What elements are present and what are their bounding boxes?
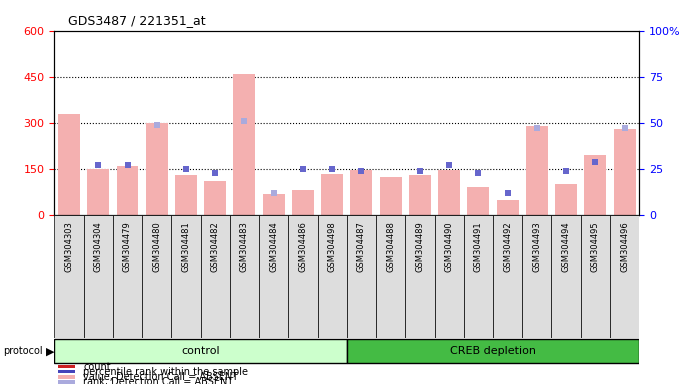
Text: GSM304486: GSM304486 [299, 221, 307, 272]
Text: percentile rank within the sample: percentile rank within the sample [83, 367, 248, 377]
Text: GSM304493: GSM304493 [532, 221, 541, 272]
Text: GSM304492: GSM304492 [503, 221, 512, 272]
Bar [259, 215, 288, 338]
Text: GSM304488: GSM304488 [386, 221, 395, 272]
Bar [142, 215, 171, 338]
Text: GSM304304: GSM304304 [94, 221, 103, 272]
Bar [171, 215, 201, 338]
Text: GSM304495: GSM304495 [591, 221, 600, 272]
Bar [464, 215, 493, 338]
Bar [610, 215, 639, 338]
Bar [318, 215, 347, 338]
Bar [233, 74, 256, 215]
Bar [405, 215, 435, 338]
Text: GSM304483: GSM304483 [240, 221, 249, 272]
Bar [58, 114, 80, 215]
Bar [87, 169, 109, 215]
Bar [230, 215, 259, 338]
Bar [116, 166, 139, 215]
Text: ▶: ▶ [46, 346, 54, 356]
Bar [584, 155, 607, 215]
Bar [438, 170, 460, 215]
Bar [551, 215, 581, 338]
Text: protocol: protocol [3, 346, 43, 356]
Text: GSM304487: GSM304487 [357, 221, 366, 272]
Bar [288, 215, 318, 338]
Text: GSM304498: GSM304498 [328, 221, 337, 272]
Text: GSM304481: GSM304481 [182, 221, 190, 272]
Bar [292, 190, 314, 215]
Bar [347, 215, 376, 338]
Bar [54, 339, 347, 363]
Text: GSM304482: GSM304482 [211, 221, 220, 272]
Bar [58, 370, 75, 373]
Bar [58, 380, 75, 384]
Bar [58, 375, 75, 379]
Bar [526, 126, 548, 215]
Bar [379, 177, 402, 215]
Bar [496, 200, 519, 215]
Bar [581, 215, 610, 338]
Bar [435, 215, 464, 338]
Text: value, Detection Call = ABSENT: value, Detection Call = ABSENT [83, 372, 238, 382]
Text: GSM304303: GSM304303 [65, 221, 73, 272]
Text: GSM304491: GSM304491 [474, 221, 483, 272]
Text: CREB depletion: CREB depletion [450, 346, 536, 356]
Bar [321, 174, 343, 215]
Text: control: control [182, 346, 220, 356]
Bar [347, 339, 639, 363]
Bar [262, 194, 285, 215]
Bar [54, 215, 84, 338]
Bar [146, 123, 168, 215]
Text: GSM304479: GSM304479 [123, 221, 132, 272]
Bar [555, 184, 577, 215]
Text: GSM304489: GSM304489 [415, 221, 424, 272]
Bar [409, 175, 431, 215]
Bar [493, 215, 522, 338]
Text: GSM304490: GSM304490 [445, 221, 454, 272]
Bar [376, 215, 405, 338]
Text: GSM304494: GSM304494 [562, 221, 571, 272]
Bar [350, 170, 373, 215]
Bar [201, 215, 230, 338]
Text: GSM304480: GSM304480 [152, 221, 161, 272]
Text: GDS3487 / 221351_at: GDS3487 / 221351_at [68, 14, 205, 27]
Bar [467, 187, 490, 215]
Text: count: count [83, 361, 111, 372]
Bar [84, 215, 113, 338]
Bar [204, 181, 226, 215]
Bar [113, 215, 142, 338]
Bar [175, 175, 197, 215]
Text: GSM304496: GSM304496 [620, 221, 629, 272]
Bar [522, 215, 551, 338]
Bar [58, 365, 75, 368]
Text: rank, Detection Call = ABSENT: rank, Detection Call = ABSENT [83, 377, 233, 384]
Bar [613, 129, 636, 215]
Text: GSM304484: GSM304484 [269, 221, 278, 272]
